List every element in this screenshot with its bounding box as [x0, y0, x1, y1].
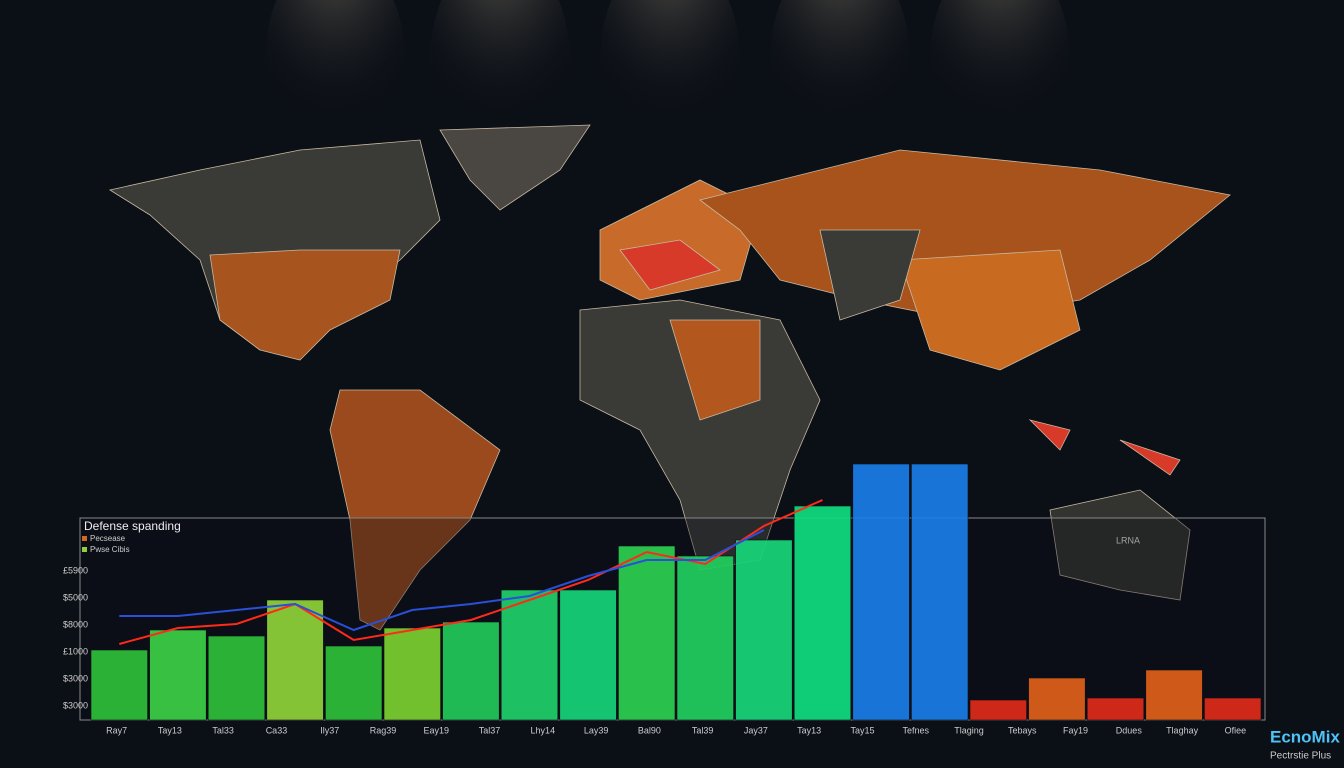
x-tick-label: Tebays	[1008, 725, 1037, 735]
bar	[969, 699, 1027, 721]
y-axis-label: $3000	[63, 673, 88, 683]
x-tick-label: Tay15	[850, 725, 874, 735]
bar	[1204, 697, 1262, 721]
x-tick-label: Lay39	[584, 725, 609, 735]
y-axis-label: $3000	[63, 700, 88, 710]
y-axis-label: $5000	[63, 592, 88, 602]
y-axis-label: $8000	[63, 619, 88, 629]
brand-sub: Pectrstie Plus	[1270, 751, 1331, 762]
bar	[207, 635, 266, 721]
bar	[325, 645, 383, 721]
x-tick-label: Tal39	[692, 725, 714, 735]
x-tick-label: Ddues	[1116, 725, 1143, 735]
bar	[676, 555, 734, 721]
bar	[1086, 697, 1145, 721]
bar	[1145, 669, 1203, 721]
x-tick-label: Jay37	[744, 725, 768, 735]
bar	[383, 627, 441, 721]
x-tick-label: Rag39	[370, 725, 397, 735]
x-tick-label: Tlaging	[954, 725, 984, 735]
bar	[442, 621, 500, 721]
bar	[500, 589, 559, 721]
chart-title: Defense spanding	[84, 519, 181, 533]
line-series	[119, 529, 765, 632]
bar	[266, 599, 324, 721]
bar	[559, 589, 617, 721]
bar	[911, 463, 969, 721]
bar	[90, 649, 148, 721]
x-tick-label: Ca33	[266, 725, 288, 735]
bar	[149, 629, 207, 721]
y-axis-label: £5900	[63, 565, 88, 575]
x-tick-label: Tlaghay	[1166, 725, 1199, 735]
legend-label: Pwse Cibis	[90, 545, 130, 554]
x-tick-label: Ray7	[106, 725, 127, 735]
legend-swatch	[82, 547, 87, 552]
x-tick-label: Tefnes	[902, 725, 929, 735]
x-tick-label: Eay19	[424, 725, 450, 735]
x-tick-label: Tay13	[158, 725, 182, 735]
legend-swatch	[82, 536, 87, 541]
bar	[852, 463, 910, 721]
x-tick-label: Ofiee	[1225, 725, 1247, 735]
brand: EcnoMix	[1270, 727, 1340, 746]
y-axis-label: £1000	[63, 646, 88, 656]
x-tick-label: Ily37	[320, 725, 339, 735]
x-tick-label: Fay19	[1063, 725, 1088, 735]
legend-label: Pecsease	[90, 534, 126, 543]
bar	[618, 545, 676, 721]
x-tick-label: Tay13	[797, 725, 821, 735]
bar	[793, 505, 852, 721]
bar	[1028, 677, 1086, 721]
map-label: LRNA	[1116, 535, 1140, 545]
x-tick-label: Bal90	[638, 725, 661, 735]
x-tick-label: Lhy14	[531, 725, 556, 735]
bar	[735, 539, 793, 721]
line-series	[119, 499, 823, 645]
x-tick-label: Tal37	[479, 725, 501, 735]
x-tick-label: Tal33	[212, 725, 234, 735]
